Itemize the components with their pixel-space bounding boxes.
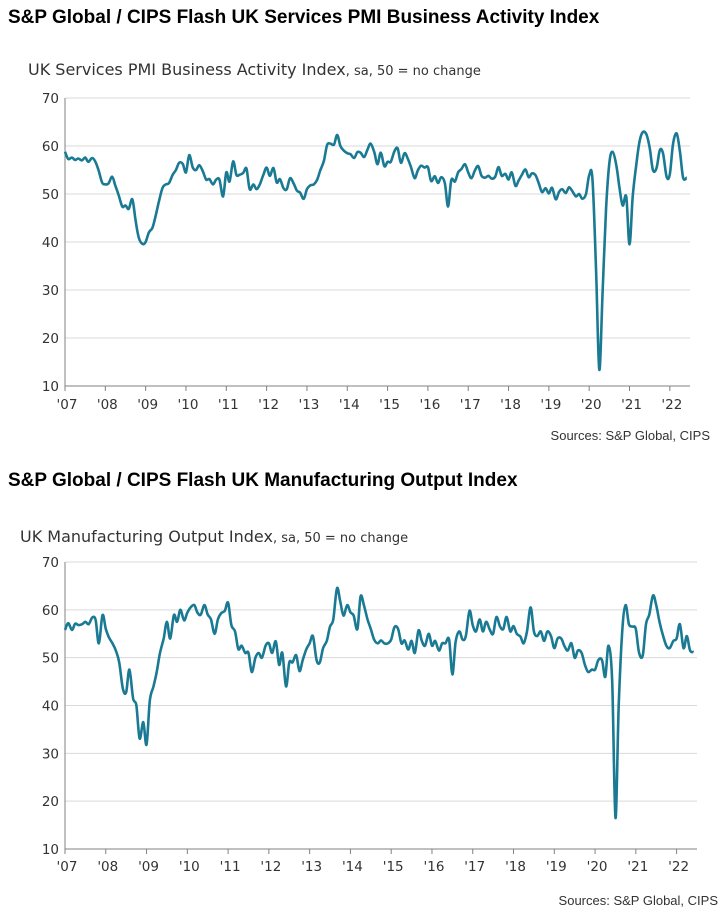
x-tick-label: '18	[505, 859, 526, 875]
y-tick-label: 50	[42, 651, 59, 667]
x-tick-label: '15	[383, 859, 404, 875]
x-tick-label: '17	[464, 859, 485, 875]
x-tick-label: '14	[339, 397, 360, 413]
x-tick-label: '13	[298, 397, 319, 413]
x-tick-label: '16	[424, 859, 445, 875]
y-tick-label: 40	[42, 235, 59, 251]
x-tick-label: '18	[500, 397, 521, 413]
x-tick-label: '12	[258, 397, 279, 413]
x-tick-label: '20	[587, 859, 608, 875]
x-tick-label: '07	[57, 397, 78, 413]
x-tick-label: '15	[379, 397, 400, 413]
y-tick-label: 30	[42, 746, 59, 762]
x-tick-label: '20	[581, 397, 602, 413]
y-tick-label: 70	[42, 555, 59, 571]
series-line	[63, 130, 688, 372]
y-tick-label: 60	[42, 603, 59, 619]
x-tick-label: '22	[661, 397, 682, 413]
x-tick-label: '08	[97, 859, 118, 875]
x-tick-label: '07	[57, 859, 78, 875]
y-tick-label: 40	[42, 699, 59, 715]
manufacturing-output-chart: UK Manufacturing Output Index, sa, 50 = …	[20, 527, 719, 908]
x-tick-label: '16	[419, 397, 440, 413]
chart-subtitle: UK Services PMI Business Activity Index,…	[28, 60, 481, 79]
x-tick-label: '21	[621, 397, 642, 413]
x-tick-label: '11	[220, 859, 241, 875]
x-tick-label: '21	[627, 859, 648, 875]
y-tick-label: 10	[42, 842, 59, 858]
x-tick-label: '19	[540, 397, 561, 413]
manufacturing-output-panel: S&P Global / CIPS Flash UK Manufacturing…	[0, 462, 725, 915]
chart-source: Sources: S&P Global, CIPS	[551, 428, 711, 443]
chart-title: S&P Global / CIPS Flash UK Manufacturing…	[8, 470, 518, 491]
y-tick-label: 60	[42, 139, 59, 155]
x-tick-label: '09	[137, 397, 158, 413]
services-pmi-chart: UK Services PMI Business Activity Index,…	[28, 60, 711, 443]
x-tick-label: '08	[97, 397, 118, 413]
chart-source: Sources: S&P Global, CIPS	[559, 893, 719, 908]
chart-subtitle: UK Manufacturing Output Index, sa, 50 = …	[20, 527, 408, 546]
x-tick-label: '10	[178, 397, 199, 413]
x-tick-label: '09	[138, 859, 159, 875]
y-tick-label: 10	[42, 379, 59, 395]
y-tick-label: 70	[42, 91, 59, 107]
services-pmi-panel: S&P Global / CIPS Flash UK Services PMI …	[8, 7, 711, 443]
x-tick-label: '12	[260, 859, 281, 875]
y-tick-label: 50	[42, 187, 59, 203]
x-tick-label: '10	[179, 859, 200, 875]
x-tick-label: '14	[342, 859, 363, 875]
y-tick-label: 20	[42, 794, 59, 810]
y-tick-label: 30	[42, 283, 59, 299]
x-tick-label: '19	[546, 859, 567, 875]
x-tick-label: '11	[218, 397, 239, 413]
series-line	[63, 586, 695, 820]
x-tick-label: '17	[460, 397, 481, 413]
x-tick-label: '22	[668, 859, 689, 875]
y-tick-label: 20	[42, 331, 59, 347]
x-tick-label: '13	[301, 859, 322, 875]
chart-title: S&P Global / CIPS Flash UK Services PMI …	[8, 7, 600, 28]
